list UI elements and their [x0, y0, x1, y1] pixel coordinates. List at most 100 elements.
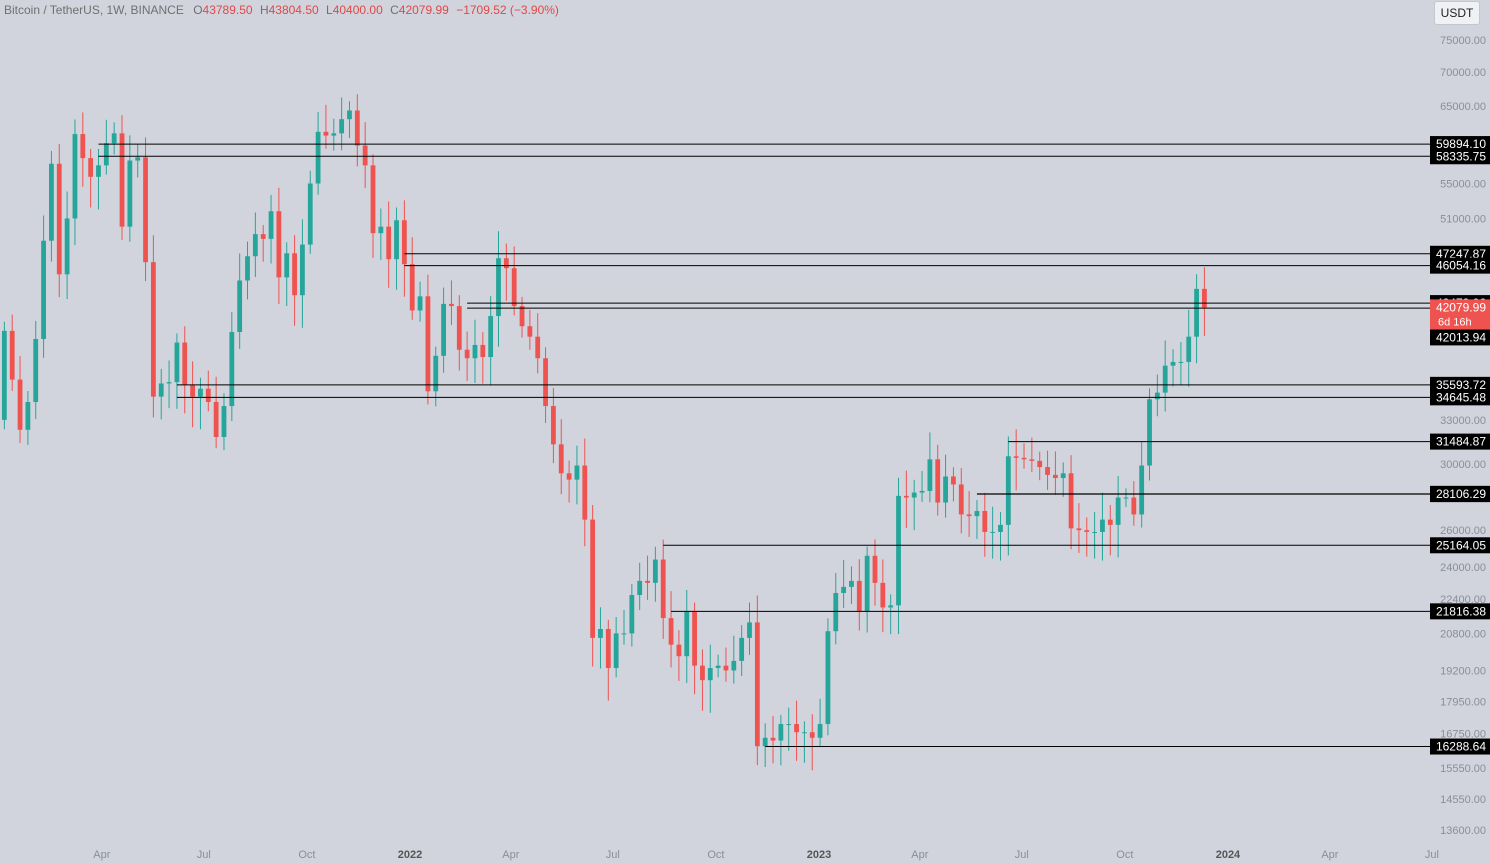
- time-tick-label: 2022: [398, 849, 422, 861]
- candle-up: [762, 737, 768, 747]
- change-value: −1709.52 (−3.90%): [456, 3, 559, 17]
- candle-up: [801, 732, 807, 734]
- candle-up: [347, 110, 352, 120]
- symbol-title[interactable]: Bitcoin / TetherUS, 1W, BINANCE: [4, 3, 184, 17]
- time-tick-label: Jul: [1425, 849, 1439, 861]
- price-axis[interactable]: 75000.00 70000.00 65000.00 55000.00 51000.00…: [1440, 35, 1486, 837]
- open-value: 43789.50: [202, 3, 253, 17]
- candle-down: [292, 253, 297, 296]
- candle-down: [676, 644, 682, 657]
- candle-up: [715, 665, 721, 669]
- candle-down: [276, 211, 282, 278]
- candle-down: [1107, 519, 1113, 525]
- price-tick-label: 33000.00: [1440, 415, 1486, 427]
- candle-up: [339, 119, 345, 134]
- candle-up: [284, 253, 290, 278]
- candle-down: [668, 618, 674, 645]
- candle-up: [1115, 497, 1121, 525]
- candle-up: [911, 492, 917, 498]
- level-label: 59894.10: [1436, 137, 1486, 151]
- candle-up: [747, 622, 752, 638]
- candle-up: [49, 163, 54, 241]
- candle-up: [111, 133, 117, 144]
- level-label-box: [1430, 257, 1490, 274]
- candle-down: [982, 510, 988, 532]
- price-tick-label: 17950.00: [1440, 697, 1486, 709]
- level-label: 28106.29: [1436, 487, 1486, 501]
- time-tick-label: Jul: [1015, 849, 1029, 861]
- candle-up: [574, 465, 580, 480]
- candle-up: [127, 160, 133, 227]
- candle-down: [966, 514, 972, 517]
- price-tick-label: 16750.00: [1440, 729, 1486, 741]
- candle-up: [394, 220, 399, 260]
- level-label: 25164.05: [1436, 538, 1486, 552]
- price-tick-label: 55000.00: [1440, 179, 1486, 191]
- candle-up: [252, 234, 258, 257]
- candle-up: [198, 388, 203, 397]
- candle-down: [480, 344, 486, 358]
- candle-up: [237, 280, 243, 333]
- last-price-box: [1430, 299, 1490, 330]
- candle-down: [700, 665, 705, 681]
- candle-up: [221, 406, 227, 437]
- level-label: 31484.87: [1436, 435, 1486, 449]
- candle-down: [1045, 467, 1050, 475]
- level-label-box: [1430, 738, 1490, 755]
- price-tick-label: 65000.00: [1440, 101, 1486, 113]
- candle-up: [135, 157, 141, 161]
- level-label: 46054.16: [1436, 259, 1486, 273]
- candle-down: [56, 163, 62, 275]
- candle-down: [558, 444, 564, 474]
- candle-up: [849, 580, 854, 587]
- candle-down: [935, 459, 941, 503]
- candle-up: [72, 134, 78, 219]
- close-value: 42079.99: [398, 3, 449, 17]
- candle-down: [190, 384, 196, 397]
- price-tick-label: 51000.00: [1440, 213, 1486, 225]
- candle-down: [143, 157, 148, 263]
- candle-down: [903, 495, 909, 498]
- candle-down: [449, 303, 454, 307]
- open-key: O: [193, 3, 203, 17]
- last-price-marker: 42079.99 6d 16h: [1430, 299, 1490, 330]
- candle-down: [503, 258, 509, 269]
- time-tick-label: Jul: [197, 849, 211, 861]
- time-tick-label: Apr: [1321, 849, 1338, 861]
- candle-down: [88, 158, 94, 177]
- price-tick-label: 30000.00: [1440, 459, 1486, 471]
- time-tick-label: Apr: [911, 849, 928, 861]
- candle-down: [119, 133, 125, 227]
- candle-up: [331, 133, 337, 136]
- price-levels[interactable]: 59894.1058335.7547247.8746054.1642473.06…: [98, 136, 1490, 755]
- candle-up: [990, 531, 996, 533]
- candle-up: [166, 382, 172, 384]
- candle-down: [880, 582, 886, 608]
- candle-up: [433, 355, 439, 392]
- candle-down: [645, 580, 650, 583]
- candle-up: [1194, 288, 1199, 337]
- candle-down: [409, 264, 415, 311]
- candle-down: [323, 131, 329, 136]
- candle-up: [825, 631, 831, 725]
- price-tick-label: 15550.00: [1440, 763, 1486, 775]
- candle-down: [582, 465, 588, 520]
- candle-down: [527, 326, 533, 337]
- currency-button[interactable]: USDT: [1434, 1, 1480, 25]
- candle-down: [511, 268, 517, 307]
- time-tick-label: Oct: [298, 849, 315, 861]
- candle-down: [401, 220, 407, 265]
- candle-up: [315, 131, 321, 184]
- time-tick-label: Apr: [502, 849, 519, 861]
- time-tick-label: Apr: [93, 849, 110, 861]
- time-axis[interactable]: Apr Jul Oct 2022 Apr Jul Oct 2023 Apr Jul Oct 2024 A…: [93, 849, 1439, 861]
- level-label: 16288.64: [1436, 740, 1486, 754]
- candle-up: [778, 724, 784, 741]
- high-value: 43804.50: [268, 3, 319, 17]
- level-label-box: [1430, 486, 1490, 503]
- ohlc-legend: Bitcoin / TetherUS, 1W, BINANCE O43789.5…: [4, 3, 563, 17]
- candle-down: [951, 476, 956, 485]
- candle-down: [1084, 530, 1090, 532]
